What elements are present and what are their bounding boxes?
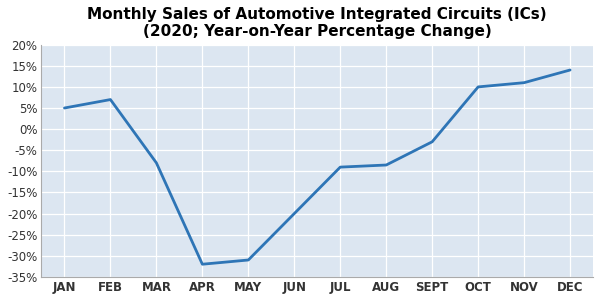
Title: Monthly Sales of Automotive Integrated Circuits (ICs)
(2020; Year-on-Year Percen: Monthly Sales of Automotive Integrated C… — [88, 7, 547, 39]
